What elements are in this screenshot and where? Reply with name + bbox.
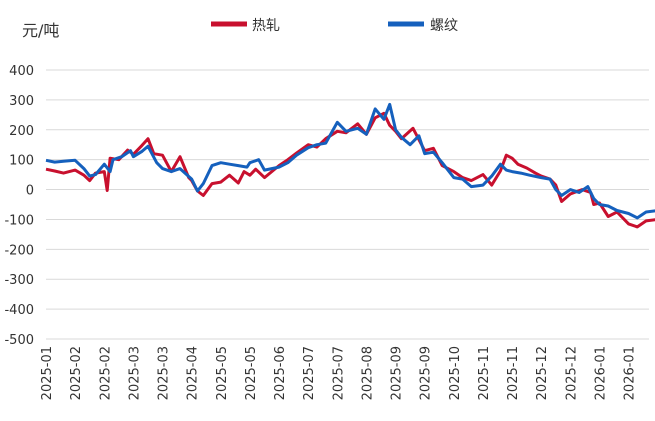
y-tick-label: -300 [4, 273, 34, 288]
x-tick-label: 2026-01 [593, 346, 608, 400]
x-tick-label: 2025-05 [215, 346, 230, 400]
x-tick-label: 2025-12 [535, 346, 550, 400]
x-tick-label: 2025-06 [273, 346, 288, 400]
y-tick-label: 100 [9, 154, 34, 169]
y-tick-label: 0 [26, 184, 34, 199]
x-tick-label: 2026-01 [623, 346, 638, 400]
grid [46, 69, 649, 340]
x-tick-label: 2025-10 [448, 346, 463, 400]
y-axis: 400 300 200 100 0 -100 -200 -300 -400 -500 [4, 64, 34, 348]
x-tick-label: 2025-09 [390, 346, 405, 400]
series-line-rebar [45, 102, 655, 220]
x-tick-label: 2025-03 [127, 346, 142, 400]
y-tick-label: -500 [4, 333, 34, 348]
x-axis: 2025-01 2025-02 2025-02 2025-03 2025-03 2025-… [40, 346, 638, 400]
x-tick-label: 2025-01 [40, 346, 55, 400]
x-tick-label: 2025-03 [157, 346, 172, 400]
x-tick-label: 2025-09 [419, 346, 434, 400]
x-tick-label: 2025-04 [186, 346, 201, 400]
y-tick-label: 400 [9, 64, 34, 79]
series-group [45, 102, 655, 229]
x-tick-label: 2025-12 [564, 346, 579, 400]
x-tick-label: 2025-11 [506, 346, 521, 400]
x-tick-label: 2025-02 [98, 346, 113, 400]
x-tick-label: 2025-02 [69, 346, 84, 400]
x-tick-label: 2025-05 [244, 346, 259, 400]
legend: 热轧 螺纹 [211, 18, 458, 34]
legend-label-rebar: 螺纹 [430, 18, 458, 34]
x-tick-label: 2025-11 [477, 346, 492, 400]
y-tick-label: 300 [9, 94, 34, 109]
y-tick-label: -200 [4, 243, 34, 258]
unit-label: 元/吨 [22, 21, 59, 40]
y-tick-label: -100 [4, 213, 34, 228]
y-tick-label: 200 [9, 124, 34, 139]
legend-label-hot-rolled: 热轧 [252, 18, 280, 34]
y-tick-label: -400 [4, 303, 34, 318]
x-tick-label: 2025-07 [302, 346, 317, 400]
x-tick-label: 2025-08 [360, 346, 375, 400]
x-tick-label: 2025-07 [331, 346, 346, 400]
